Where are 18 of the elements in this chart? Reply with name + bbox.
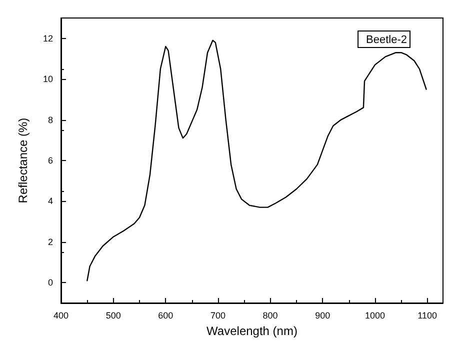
x-tick-label: 700 xyxy=(210,310,226,320)
x-tick-label: 500 xyxy=(106,310,121,320)
x-tick-label: 900 xyxy=(315,310,330,320)
x-tick-label: 600 xyxy=(158,310,174,320)
x-tick-label: 1000 xyxy=(364,310,385,320)
y-tick-label: 4 xyxy=(48,196,53,206)
y-axis-title: Reflectance (%) xyxy=(16,118,30,204)
series-label: Beetle-2 xyxy=(366,34,408,46)
x-tick-label: 1100 xyxy=(418,310,437,320)
y-tick-label: 0 xyxy=(48,278,53,288)
x-tick-label: 400 xyxy=(53,310,69,320)
x-tick-label: 800 xyxy=(262,310,278,320)
y-tick-label: 2 xyxy=(48,236,53,247)
y-tick-label: 8 xyxy=(48,114,53,125)
y-tick-label: 6 xyxy=(48,156,53,166)
x-axis-title: Wavelength (nm) xyxy=(206,324,298,338)
y-tick-label: 10 xyxy=(42,74,53,84)
y-tick-label: 12 xyxy=(42,33,53,44)
